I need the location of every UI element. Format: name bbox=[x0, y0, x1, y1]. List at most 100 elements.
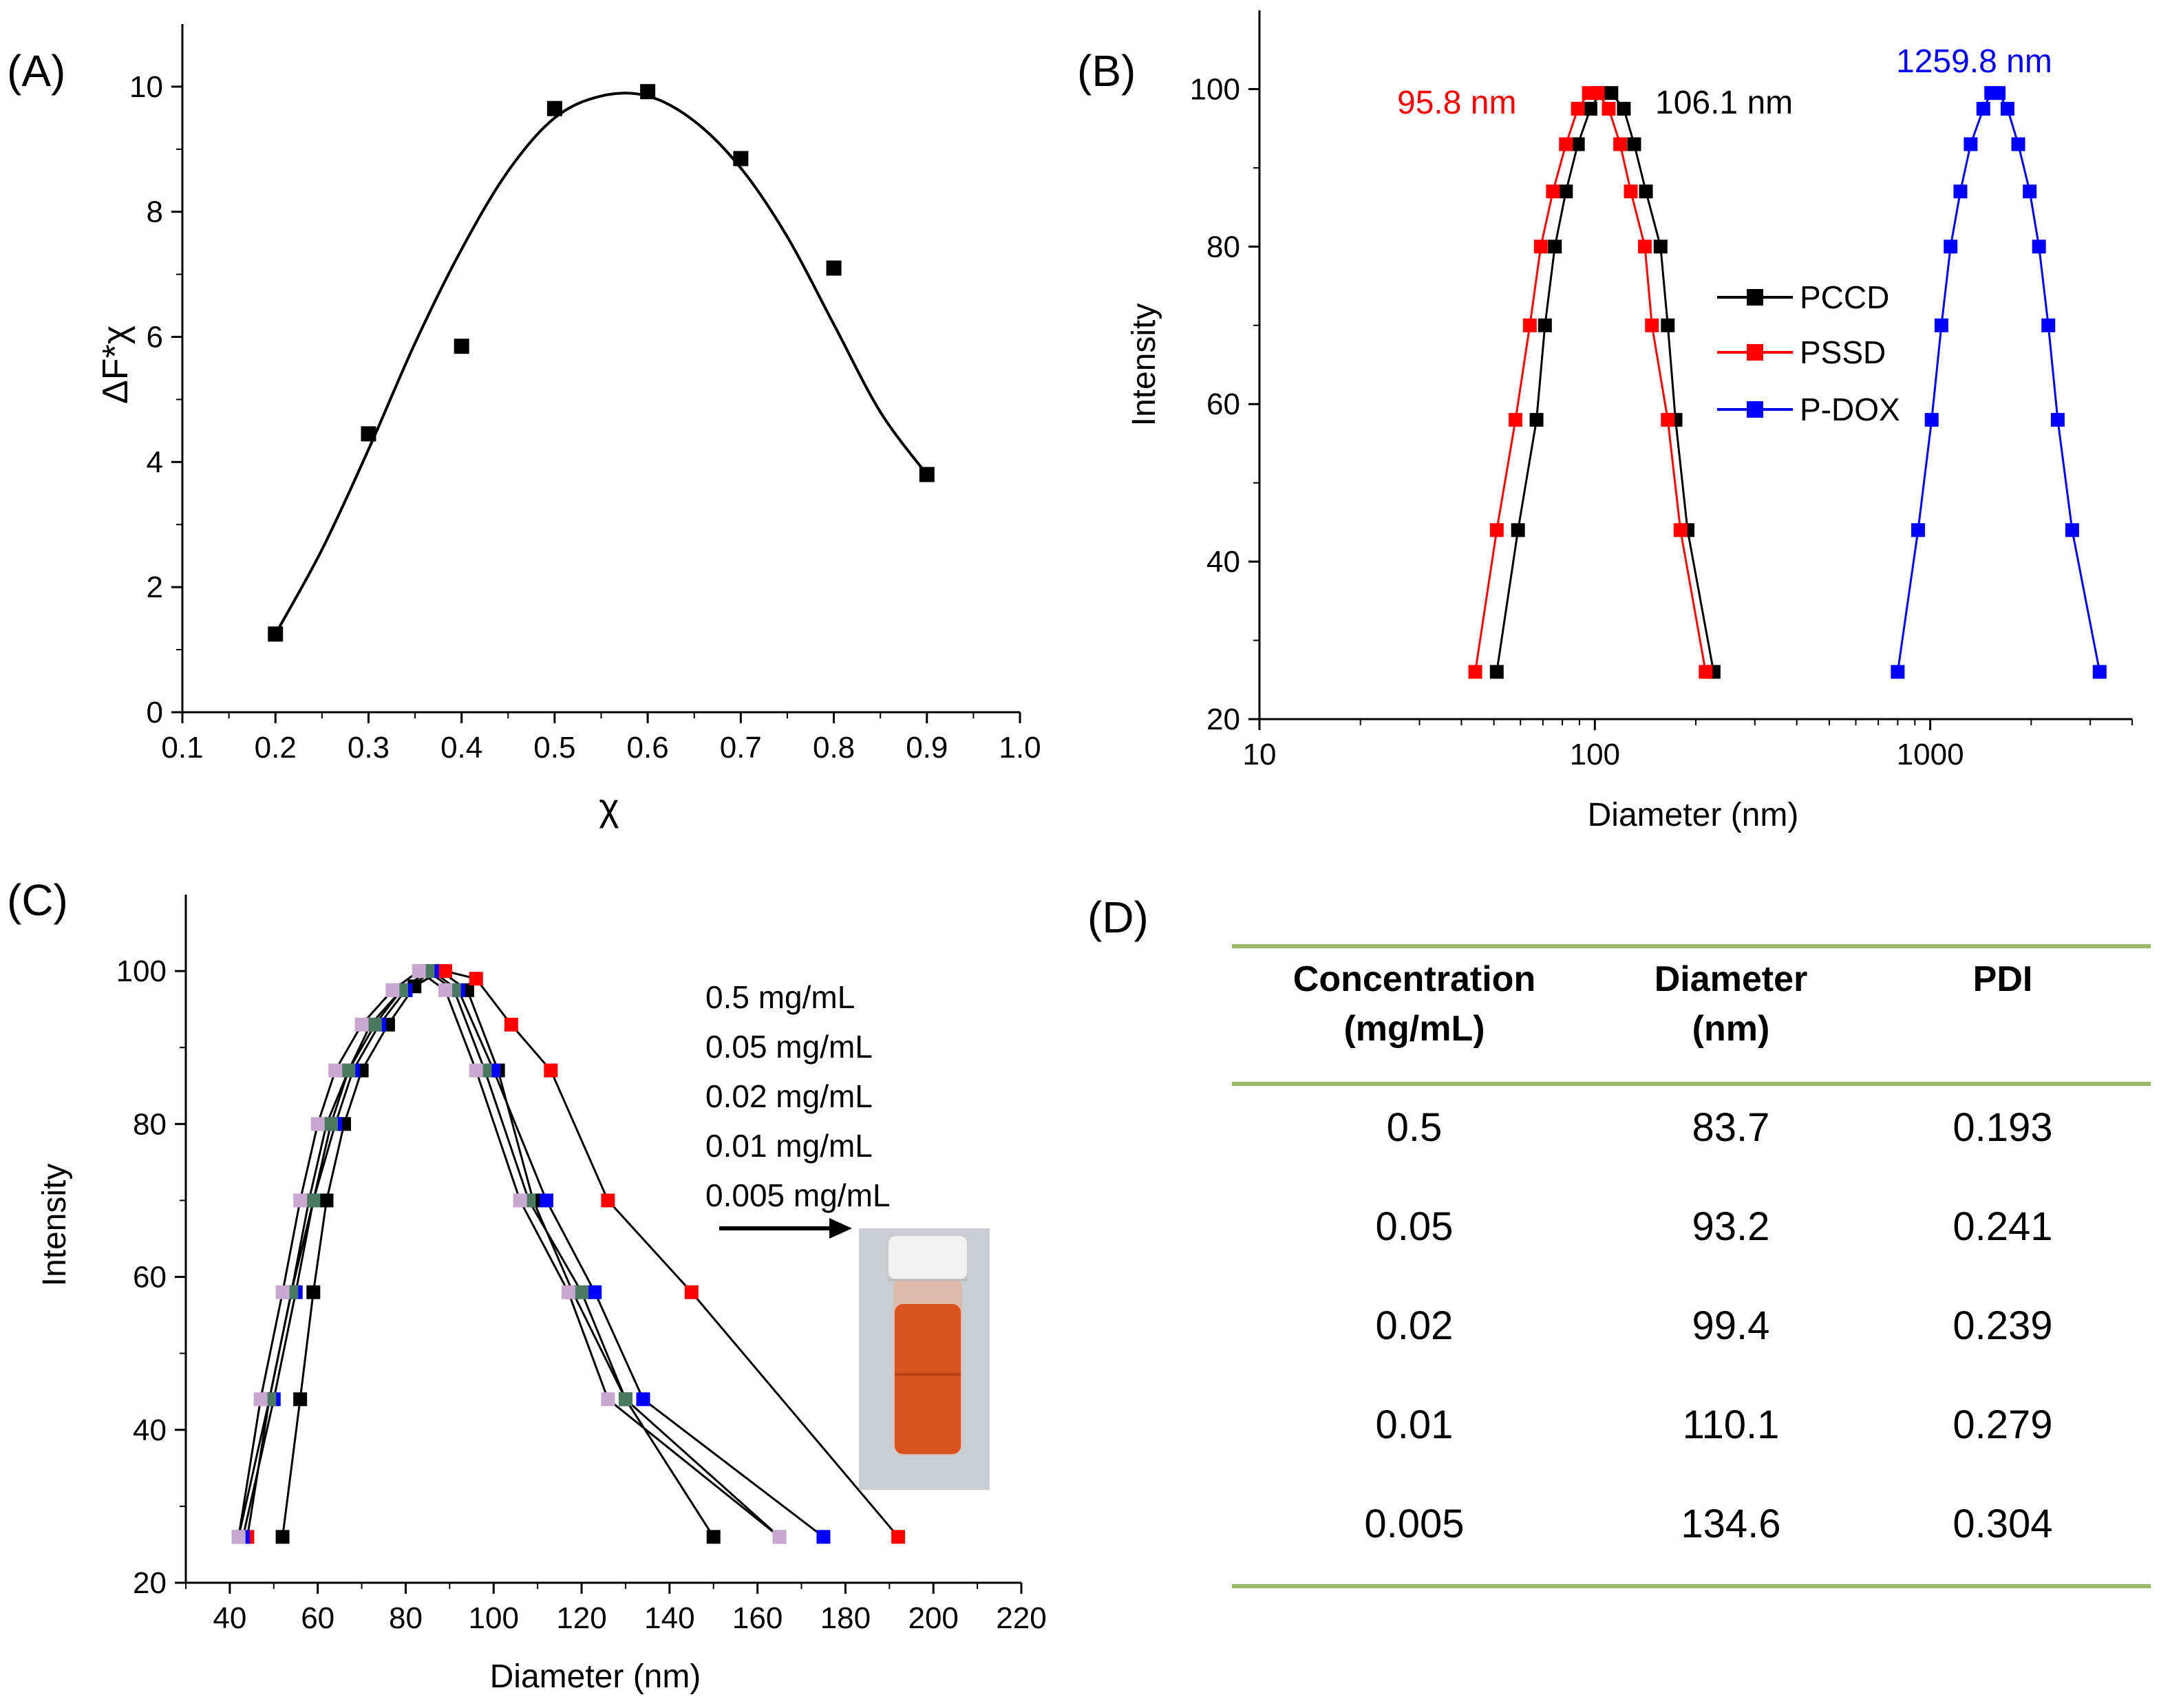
data-point bbox=[1653, 239, 1668, 254]
data-point bbox=[1468, 665, 1482, 679]
data-point bbox=[438, 964, 452, 979]
data-point bbox=[361, 426, 376, 442]
data-point bbox=[231, 1530, 246, 1544]
data-point bbox=[268, 626, 284, 642]
data-point bbox=[601, 1392, 615, 1407]
data-point bbox=[1613, 137, 1628, 151]
data-point bbox=[1673, 523, 1688, 537]
data-point bbox=[575, 1285, 589, 1299]
chart-c-axes bbox=[184, 895, 1021, 1584]
chart-b-marks bbox=[1468, 86, 2107, 679]
data-point bbox=[1638, 239, 1652, 254]
data-point bbox=[2000, 102, 2014, 116]
chart-a-marks bbox=[268, 84, 935, 642]
cell-concentration: 0.05 bbox=[1376, 1204, 1454, 1249]
data-point bbox=[1559, 184, 1573, 199]
x-tick-label: 40 bbox=[213, 1601, 246, 1635]
data-point bbox=[2011, 137, 2025, 151]
data-point bbox=[469, 972, 483, 986]
cell-diameter: 99.4 bbox=[1692, 1303, 1770, 1348]
legend-item-pssd: PSSD bbox=[1717, 334, 1886, 370]
chart-c-legend-label-0: 0.5 mg/mL bbox=[705, 979, 855, 1015]
chart-b-legend: PCCD PSSD P-DOX bbox=[1717, 279, 1900, 427]
data-point bbox=[253, 1392, 268, 1407]
chart-b-xlabel: Diameter (nm) bbox=[1588, 797, 1799, 833]
chart-a-axes bbox=[181, 24, 1020, 714]
series-line-pccd bbox=[1496, 92, 1715, 672]
cell-pdi: 0.279 bbox=[1953, 1402, 2052, 1447]
x-tick-label: 1.0 bbox=[999, 731, 1041, 765]
cell-concentration: 0.005 bbox=[1364, 1502, 1464, 1546]
chart-c-xlabel: Diameter (nm) bbox=[490, 1658, 701, 1695]
data-point bbox=[706, 1530, 721, 1544]
data-point bbox=[1953, 184, 1968, 199]
data-point bbox=[275, 1530, 290, 1544]
chart-c: 40 60 80 100 120 140 160 180 200 220 20 40 60 80 100 D… bbox=[36, 895, 1047, 1695]
cell-diameter: 110.1 bbox=[1683, 1402, 1780, 1447]
chart-a-ylabel: ΔF*χ bbox=[96, 325, 136, 404]
data-point bbox=[733, 151, 749, 167]
data-point bbox=[1489, 665, 1504, 679]
data-point bbox=[891, 1530, 906, 1544]
table-row: 0.01 110.1 0.279 bbox=[1376, 1402, 2053, 1447]
data-point bbox=[1944, 239, 1958, 254]
data-point bbox=[1976, 102, 1990, 116]
data-point bbox=[1617, 102, 1631, 116]
data-point bbox=[1964, 137, 1978, 151]
header-concentration-unit: (mg/mL) bbox=[1343, 1009, 1485, 1049]
data-point bbox=[1571, 137, 1585, 151]
y-tick-label: 80 bbox=[1206, 230, 1240, 264]
x-tick-label: 140 bbox=[644, 1601, 694, 1635]
chart-b-ylabel: Intensity bbox=[1126, 303, 1162, 427]
chart-c-legend-label-1: 0.05 mg/mL bbox=[705, 1029, 873, 1065]
table-header: Concentration (mg/mL) Diameter (nm) PDI bbox=[1293, 959, 2033, 1049]
data-point bbox=[1602, 102, 1616, 116]
cell-pdi: 0.304 bbox=[1953, 1502, 2052, 1546]
data-point bbox=[601, 1193, 615, 1208]
y-tick-label: 20 bbox=[1206, 703, 1240, 736]
data-point bbox=[293, 1193, 308, 1208]
x-tick-label: 60 bbox=[301, 1601, 334, 1635]
chart-a-ticks: 0.1 0.2 0.3 0.4 0.5 0.6 0.7 0.8 0.9 1.0 0 2 4 6 8 10 bbox=[129, 70, 1041, 765]
data-point bbox=[306, 1193, 321, 1208]
y-tick-label: 60 bbox=[133, 1261, 167, 1294]
vial-photo bbox=[859, 1228, 990, 1490]
x-tick-label: 0.5 bbox=[533, 731, 575, 765]
chart-c-ylabel: Intensity bbox=[36, 1164, 73, 1287]
legend-item-pccd: PCCD bbox=[1717, 279, 1889, 315]
table-row: 0.05 93.2 0.241 bbox=[1376, 1204, 2053, 1249]
data-point bbox=[1559, 137, 1573, 151]
data-point bbox=[1571, 102, 1585, 116]
data-point bbox=[1489, 523, 1504, 537]
y-tick-label: 60 bbox=[1206, 387, 1240, 421]
data-point bbox=[1548, 239, 1562, 254]
cell-pdi: 0.239 bbox=[1953, 1303, 2052, 1348]
table-row: 0.02 99.4 0.239 bbox=[1376, 1303, 2053, 1348]
data-point bbox=[368, 1017, 382, 1032]
data-point bbox=[546, 100, 562, 116]
data-point bbox=[544, 1063, 558, 1078]
cell-diameter: 134.6 bbox=[1681, 1502, 1780, 1546]
data-point bbox=[588, 1285, 602, 1299]
data-point bbox=[319, 1193, 334, 1208]
data-point bbox=[2032, 239, 2046, 254]
data-point bbox=[1911, 523, 1925, 537]
data-point bbox=[328, 1063, 343, 1078]
y-tick-label: 100 bbox=[116, 954, 167, 988]
data-point bbox=[1583, 102, 1597, 116]
y-tick-label: 40 bbox=[1206, 545, 1240, 579]
data-point bbox=[1639, 184, 1653, 199]
x-tick-label: 0.7 bbox=[720, 731, 762, 765]
y-tick-label: 10 bbox=[129, 70, 163, 104]
y-tick-label: 80 bbox=[133, 1107, 167, 1141]
x-tick-label: 100 bbox=[1570, 738, 1620, 771]
data-point bbox=[306, 1285, 321, 1299]
x-tick-label: 0.4 bbox=[440, 731, 482, 765]
x-tick-label: 0.3 bbox=[348, 731, 390, 765]
legend-label-pccd: PCCD bbox=[1800, 279, 1889, 315]
data-point bbox=[1645, 318, 1659, 332]
data-point bbox=[275, 1285, 290, 1299]
y-tick-label: 40 bbox=[133, 1413, 167, 1447]
legend-label-pssd: PSSD bbox=[1800, 334, 1886, 370]
chart-b-annotation-pccd: 106.1 nm bbox=[1655, 85, 1793, 121]
